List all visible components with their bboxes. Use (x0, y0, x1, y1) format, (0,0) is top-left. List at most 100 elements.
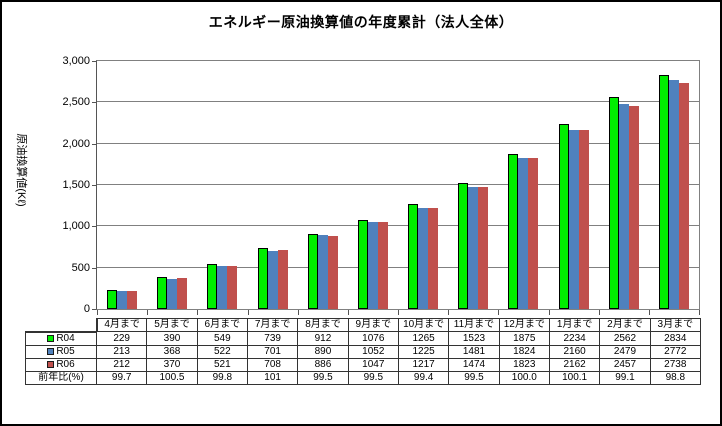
bar-r04-11月まで (458, 183, 468, 309)
value-cell: 549 (197, 332, 248, 346)
bar-r06-11月まで (478, 187, 488, 309)
y-tick-mark (92, 309, 96, 310)
x-tick-mark (97, 310, 98, 315)
category-header-cell: 5月まで (147, 318, 198, 332)
category-header-cell: 7月まで (247, 318, 299, 332)
bar-r05-3月まで (669, 80, 679, 309)
y-tick-label: 1,000 (62, 220, 90, 233)
series-label-cell: R04 (25, 332, 97, 346)
x-tick-mark (298, 310, 299, 315)
category-header-cell: 10月まで (398, 318, 450, 332)
value-cell: 1481 (449, 346, 500, 359)
ratio-value-cell: 99.8 (197, 372, 248, 385)
bar-r06-12月まで (528, 158, 538, 309)
value-cell: 2479 (600, 346, 651, 359)
ratio-label-cell: 前年比(%) (25, 372, 97, 385)
value-cell: 1052 (348, 346, 399, 359)
ratio-value-cell: 99.5 (298, 372, 349, 385)
bar-r04-10月まで (408, 204, 418, 309)
gridline (97, 225, 699, 227)
bar-r06-10月まで (428, 208, 438, 309)
value-cell: 1225 (398, 346, 450, 359)
value-cell: 229 (97, 332, 148, 346)
value-cell: 708 (247, 359, 299, 372)
value-cell: 1217 (398, 359, 450, 372)
x-tick-mark (398, 310, 399, 315)
table-row: R04 229 390 549 739 912 1076 1265 1523 1875 2234 25… (25, 332, 701, 346)
value-cell: 368 (147, 346, 198, 359)
y-tick-mark (92, 185, 96, 186)
x-tick-mark (197, 310, 198, 315)
bar-r04-6月まで (207, 264, 217, 309)
bar-r04-5月まで (157, 277, 167, 309)
ratio-value-cell: 100.1 (549, 372, 601, 385)
gridline (97, 101, 699, 103)
value-cell: 890 (298, 346, 349, 359)
bar-r05-5月まで (167, 279, 177, 309)
value-cell: 1047 (348, 359, 399, 372)
category-header-cell: 8月まで (298, 318, 349, 332)
x-tick-mark (599, 310, 600, 315)
legend-swatch-icon (47, 361, 55, 368)
bar-r04-12月まで (508, 154, 518, 309)
table-row: 前年比(%) 99.7 100.5 99.8 101 99.5 99.5 99.4 99.5 10… (25, 372, 701, 385)
value-cell: 521 (197, 359, 248, 372)
data-table: 4月まで 5月まで 6月まで 7月まで 8月まで 9月まで 10月まで 11月まで 12月まで 1… (25, 318, 701, 385)
y-tick-mark (92, 226, 96, 228)
bar-r04-1月まで (559, 124, 569, 309)
legend-swatch-icon (47, 335, 55, 342)
gridline (97, 142, 699, 144)
x-tick-mark (498, 310, 499, 315)
chart-title: エネルギー原油換算値の年度累計（法人全体） (208, 14, 514, 30)
series-label-cell: R06 (25, 359, 97, 372)
x-tick-mark (248, 310, 249, 315)
value-cell: 370 (147, 359, 198, 372)
ratio-value-cell: 99.7 (97, 372, 148, 385)
ratio-value-cell: 100.0 (499, 372, 550, 385)
bar-r06-7月まで (278, 250, 288, 309)
value-cell: 912 (298, 332, 349, 346)
value-cell: 522 (197, 346, 248, 359)
value-cell: 1824 (499, 346, 550, 359)
x-tick-mark (649, 310, 650, 315)
bar-r05-12月まで (518, 158, 528, 309)
bar-r05-1月まで (569, 130, 579, 309)
value-cell: 2160 (549, 346, 601, 359)
table-corner-cell (25, 318, 97, 332)
value-cell: 2162 (549, 359, 601, 372)
bar-r05-2月まで (619, 104, 629, 309)
value-cell: 701 (247, 346, 299, 359)
legend-swatch-icon (47, 348, 55, 355)
x-tick-mark (549, 310, 550, 315)
x-tick-mark (448, 310, 449, 315)
value-cell: 2562 (600, 332, 651, 346)
bar-r06-5月まで (177, 278, 187, 309)
value-cell: 1823 (499, 359, 550, 372)
value-cell: 2457 (600, 359, 651, 372)
category-header-cell: 1月まで (549, 318, 601, 332)
value-cell: 739 (247, 332, 299, 346)
value-cell: 2834 (650, 332, 701, 346)
bar-r06-4月まで (127, 291, 137, 309)
value-cell: 1076 (348, 332, 399, 346)
value-cell: 390 (147, 332, 198, 346)
ratio-value-cell: 101 (247, 372, 299, 385)
y-tick-label: 0 (83, 303, 90, 315)
bar-r05-7月まで (268, 251, 278, 309)
bar-r05-9月まで (368, 222, 378, 309)
value-cell: 212 (97, 359, 148, 372)
y-tick-label: 500 (71, 261, 90, 274)
x-tick-mark (699, 310, 700, 315)
value-cell: 2772 (650, 346, 701, 359)
bar-r04-3月まで (659, 75, 669, 309)
x-tick-mark (348, 310, 349, 315)
bar-r05-10月まで (418, 208, 428, 309)
category-header-cell: 2月まで (600, 318, 651, 332)
y-axis-title: 原油換算値(Kℓ) (15, 133, 27, 207)
y-tick-mark (92, 102, 96, 104)
bar-r04-8月まで (308, 234, 318, 309)
table-row: R05 213 368 522 701 890 1052 1225 1481 1824 2160 24… (25, 346, 701, 359)
value-cell: 213 (97, 346, 148, 359)
category-header-cell: 3月まで (650, 318, 701, 332)
